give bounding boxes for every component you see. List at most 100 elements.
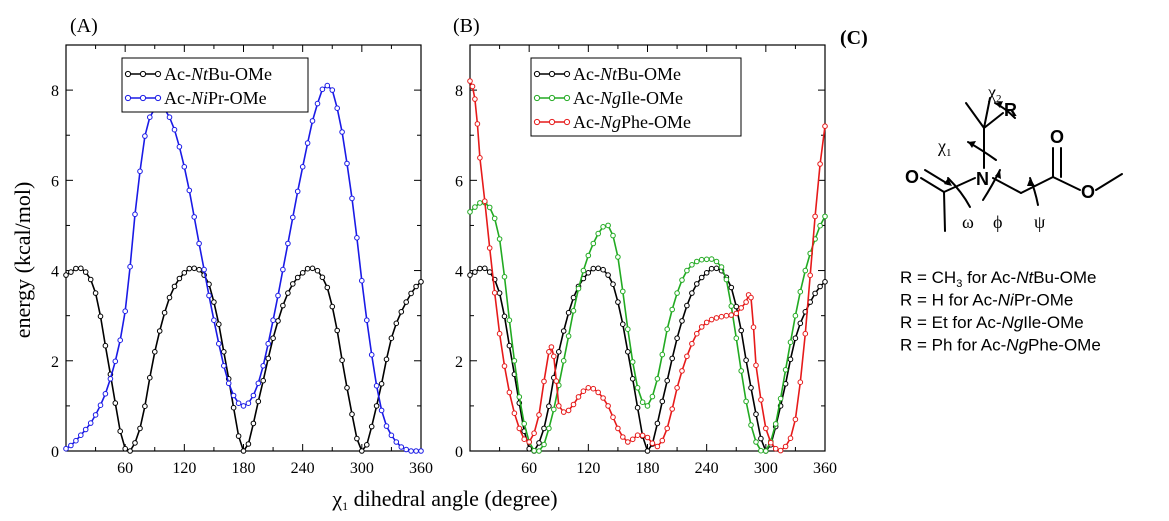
data-point — [664, 326, 671, 333]
atom-o-ester: O — [1081, 182, 1095, 202]
data-point — [585, 252, 592, 259]
bond-co-1 — [920, 177, 945, 193]
data-point — [275, 292, 281, 299]
data-point — [496, 330, 503, 337]
legend-label: Ac-NgPhe-OMe — [573, 112, 691, 132]
data-point — [142, 133, 148, 139]
phi-label: ϕ — [993, 212, 1002, 232]
data-point — [575, 394, 582, 400]
data-point — [378, 381, 385, 387]
data-point — [250, 392, 257, 399]
data-point — [782, 443, 789, 450]
data-point — [314, 100, 321, 107]
data-point — [750, 324, 757, 331]
data-point — [285, 240, 291, 247]
data-point — [349, 411, 355, 418]
data-point — [812, 213, 818, 220]
bond-c-n — [943, 177, 976, 193]
data-point — [132, 440, 138, 446]
data-point — [73, 265, 79, 272]
data-point — [546, 425, 552, 432]
data-point — [349, 195, 355, 202]
data-point — [275, 318, 281, 324]
data-point — [245, 441, 252, 447]
data-point — [625, 349, 631, 355]
data-point — [797, 288, 804, 295]
data-point — [743, 357, 749, 364]
data-point — [565, 407, 572, 414]
legend-marker — [533, 94, 541, 102]
data-point — [797, 320, 804, 327]
data-point — [536, 412, 542, 418]
data-point — [408, 448, 414, 454]
data-point — [556, 349, 562, 355]
data-point — [339, 357, 345, 364]
data-point — [679, 277, 685, 283]
atom-n: N — [976, 169, 989, 189]
y-tick-label: 4 — [51, 264, 59, 281]
data-point — [329, 87, 336, 93]
data-point — [595, 389, 602, 396]
data-point — [344, 160, 350, 167]
data-point — [270, 317, 276, 324]
data-point — [639, 399, 646, 406]
data-point — [506, 342, 513, 349]
data-point — [304, 265, 311, 272]
data-point — [102, 342, 109, 349]
data-point — [186, 265, 193, 272]
data-point — [245, 400, 252, 407]
data-point — [777, 447, 784, 454]
data-point — [728, 312, 735, 318]
data-point — [176, 144, 183, 150]
data-point — [290, 281, 296, 287]
data-point — [600, 266, 606, 273]
legend-marker — [548, 70, 556, 78]
x-tick-label: 360 — [409, 460, 433, 477]
y-axis-label: energy (kcal/mol) — [10, 182, 35, 339]
data-point — [743, 398, 749, 405]
data-point — [393, 439, 400, 445]
data-point — [526, 439, 533, 445]
data-point — [625, 326, 631, 333]
data-point — [294, 188, 301, 195]
data-point — [817, 161, 823, 167]
data-point — [772, 421, 779, 427]
data-point — [467, 272, 473, 278]
data-point — [546, 349, 552, 355]
data-point — [679, 318, 685, 324]
data-point — [73, 437, 79, 444]
data-point — [792, 416, 799, 423]
data-point — [684, 267, 690, 274]
data-point — [698, 256, 705, 263]
data-point — [511, 410, 518, 417]
data-point — [708, 265, 715, 272]
data-point — [541, 378, 547, 385]
legend-box — [121, 57, 309, 113]
data-point — [413, 283, 419, 290]
data-point — [674, 290, 680, 296]
data-point — [620, 321, 626, 328]
data-point — [713, 315, 720, 321]
omega-arrow — [947, 177, 971, 208]
data-point — [383, 356, 390, 363]
data-point — [580, 267, 587, 274]
data-point — [822, 279, 828, 285]
data-point — [309, 118, 316, 124]
bond-o-me — [1095, 173, 1123, 191]
data-point — [516, 425, 523, 432]
chi1-arrowhead — [968, 141, 976, 148]
data-point — [684, 302, 690, 309]
data-point — [610, 232, 616, 239]
data-point — [644, 448, 651, 454]
data-point — [230, 392, 237, 399]
data-point — [472, 204, 478, 210]
data-point — [654, 376, 661, 382]
data-point — [600, 395, 606, 401]
y-tick-label: 0 — [51, 444, 59, 461]
data-point — [546, 403, 552, 410]
data-point — [491, 215, 498, 222]
data-point — [255, 380, 262, 387]
data-point — [674, 385, 680, 391]
data-point — [319, 274, 326, 281]
